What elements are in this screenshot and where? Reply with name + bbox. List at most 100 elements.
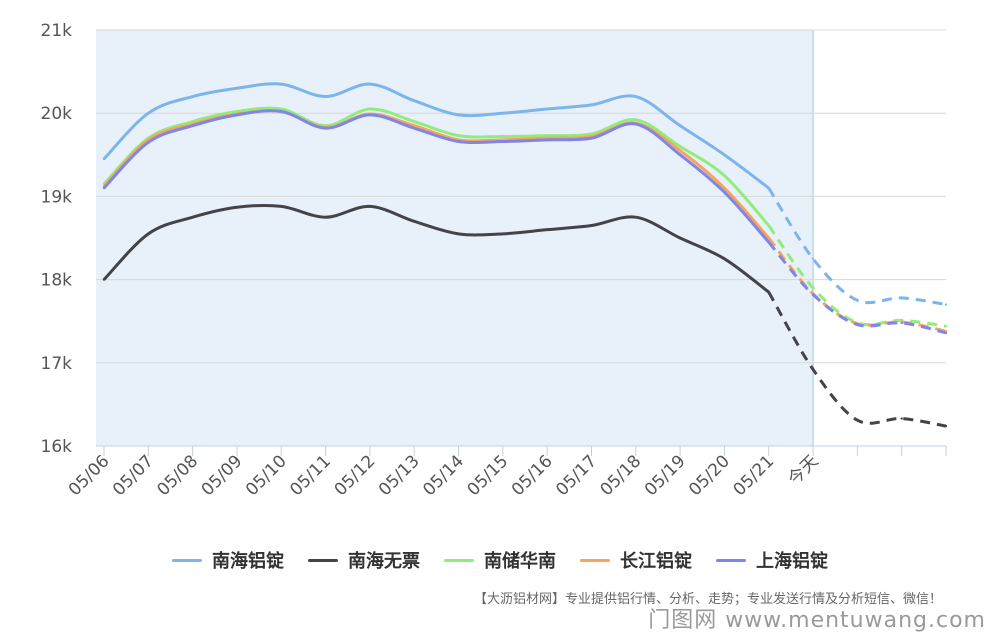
data-point[interactable] bbox=[102, 186, 106, 190]
series-line-actual[interactable] bbox=[102, 203, 770, 294]
data-point[interactable] bbox=[501, 140, 505, 143]
data-point[interactable] bbox=[501, 135, 505, 138]
data-point[interactable] bbox=[634, 118, 637, 122]
x-tick-label: 05/13 bbox=[375, 451, 424, 500]
legend-label: 长江铝锭 bbox=[620, 551, 692, 572]
legend-swatch bbox=[308, 558, 338, 562]
data-point[interactable] bbox=[191, 120, 194, 123]
data-point[interactable] bbox=[723, 174, 726, 177]
series-line-actual[interactable] bbox=[102, 106, 770, 227]
data-point[interactable] bbox=[368, 113, 372, 117]
legend-item-nanhai-ingot[interactable]: 南海铝锭 bbox=[172, 547, 284, 573]
data-point[interactable] bbox=[590, 224, 593, 227]
data-point[interactable] bbox=[457, 232, 460, 236]
data-point[interactable] bbox=[324, 95, 327, 98]
data-point[interactable] bbox=[590, 103, 593, 107]
x-tick-label: 05/14 bbox=[419, 451, 468, 500]
data-point[interactable] bbox=[102, 278, 106, 281]
data-point[interactable] bbox=[944, 331, 948, 335]
data-point[interactable] bbox=[767, 290, 770, 294]
data-point[interactable] bbox=[368, 82, 372, 86]
data-point[interactable] bbox=[634, 216, 637, 219]
data-point[interactable] bbox=[634, 95, 637, 98]
data-point[interactable] bbox=[280, 205, 283, 208]
data-point[interactable] bbox=[723, 257, 726, 260]
data-point[interactable] bbox=[191, 95, 194, 98]
data-point[interactable] bbox=[368, 107, 372, 111]
data-point[interactable] bbox=[147, 112, 150, 115]
data-point[interactable] bbox=[811, 293, 815, 296]
legend-item-changjiang-ingot[interactable]: 长江铝锭 bbox=[580, 547, 692, 573]
series-line-actual[interactable] bbox=[102, 109, 770, 244]
y-tick-label: 17k bbox=[41, 354, 73, 374]
data-point[interactable] bbox=[590, 132, 593, 136]
data-point[interactable] bbox=[678, 153, 682, 156]
data-point[interactable] bbox=[545, 228, 549, 231]
data-point[interactable] bbox=[811, 286, 815, 290]
legend-item-nanhai-no-invoice[interactable]: 南海无票 bbox=[308, 547, 420, 573]
data-point[interactable] bbox=[944, 324, 948, 328]
data-point[interactable] bbox=[102, 157, 106, 161]
y-tick-label: 21k bbox=[41, 21, 73, 41]
data-point[interactable] bbox=[678, 124, 682, 127]
data-point[interactable] bbox=[235, 87, 239, 90]
data-point[interactable] bbox=[324, 216, 327, 219]
data-point[interactable] bbox=[767, 236, 770, 240]
data-point[interactable] bbox=[280, 82, 283, 86]
data-point[interactable] bbox=[678, 236, 682, 240]
data-point[interactable] bbox=[191, 124, 194, 127]
data-point[interactable] bbox=[457, 113, 460, 117]
data-point[interactable] bbox=[545, 138, 549, 142]
data-point[interactable] bbox=[678, 149, 682, 152]
data-point[interactable] bbox=[147, 141, 150, 144]
data-point[interactable] bbox=[900, 296, 903, 300]
data-point[interactable] bbox=[678, 145, 682, 148]
data-point[interactable] bbox=[856, 299, 859, 302]
data-point[interactable] bbox=[457, 140, 460, 143]
data-point[interactable] bbox=[280, 110, 283, 113]
data-point[interactable] bbox=[944, 303, 948, 306]
data-point[interactable] bbox=[457, 134, 460, 137]
data-point[interactable] bbox=[634, 122, 637, 126]
data-point[interactable] bbox=[723, 186, 726, 190]
data-point[interactable] bbox=[590, 136, 593, 140]
data-point[interactable] bbox=[191, 216, 194, 219]
data-point[interactable] bbox=[413, 124, 416, 127]
x-tick-label: 05/12 bbox=[331, 451, 380, 500]
data-point[interactable] bbox=[324, 126, 327, 130]
legend-swatch bbox=[444, 558, 474, 562]
data-point[interactable] bbox=[545, 107, 549, 111]
data-point[interactable] bbox=[501, 232, 505, 236]
data-point[interactable] bbox=[413, 220, 416, 223]
data-point[interactable] bbox=[811, 257, 815, 260]
data-point[interactable] bbox=[235, 113, 239, 117]
data-point[interactable] bbox=[545, 134, 549, 137]
series-line-forecast[interactable] bbox=[767, 224, 947, 328]
data-point[interactable] bbox=[767, 240, 770, 244]
data-point[interactable] bbox=[147, 232, 150, 236]
data-point[interactable] bbox=[767, 186, 770, 190]
data-point[interactable] bbox=[723, 153, 726, 156]
data-point[interactable] bbox=[856, 419, 859, 422]
data-point[interactable] bbox=[501, 112, 505, 115]
data-point[interactable] bbox=[811, 368, 815, 371]
data-point[interactable] bbox=[413, 99, 416, 102]
legend-item-shanghai-ingot[interactable]: 上海铝锭 bbox=[716, 547, 828, 573]
data-point[interactable] bbox=[235, 110, 239, 113]
data-point[interactable] bbox=[900, 417, 903, 420]
data-point[interactable] bbox=[856, 323, 859, 326]
series-line-actual[interactable] bbox=[102, 82, 770, 190]
data-point[interactable] bbox=[723, 191, 726, 194]
legend-item-nanchu-south[interactable]: 南储华南 bbox=[444, 547, 556, 573]
data-point[interactable] bbox=[767, 224, 770, 227]
data-point[interactable] bbox=[413, 120, 416, 123]
data-point[interactable] bbox=[900, 321, 903, 325]
series-4 bbox=[102, 109, 948, 335]
series-line-forecast[interactable] bbox=[767, 291, 947, 428]
data-point[interactable] bbox=[944, 424, 948, 428]
legend-swatch bbox=[716, 558, 746, 562]
data-point[interactable] bbox=[413, 126, 416, 130]
data-point[interactable] bbox=[280, 107, 283, 111]
data-point[interactable] bbox=[235, 206, 239, 209]
data-point[interactable] bbox=[368, 205, 372, 208]
